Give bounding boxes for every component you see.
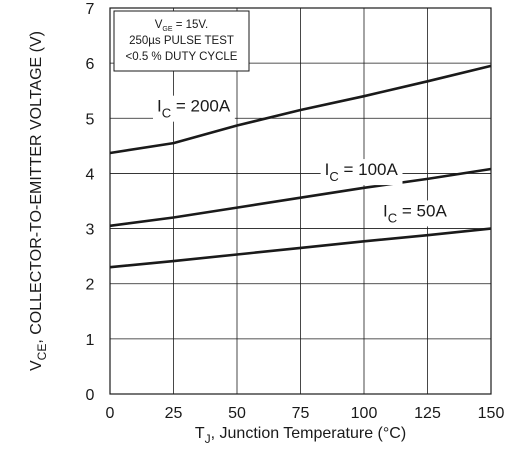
x-tick-label: 75: [292, 405, 310, 422]
y-tick-label: 6: [86, 56, 95, 73]
x-tick-label: 125: [414, 405, 441, 422]
y-axis-title-main: V: [28, 360, 45, 371]
series-line-200A: [109, 64, 492, 155]
y-tick-label: 0: [86, 387, 95, 404]
x-tick-label: 25: [165, 405, 183, 422]
y-tick-label: 3: [86, 222, 95, 239]
curve-label-background: [320, 159, 403, 186]
x-axis-title-rest: , Junction Temperature (°C): [211, 425, 407, 442]
curve-label-text: IC = 100A: [325, 160, 399, 184]
series-line-50A: [109, 227, 492, 269]
curve-label-100A: IC = 100A: [320, 159, 403, 186]
y-tick-label: 2: [86, 277, 95, 294]
y-axis-title-rest: , COLLECTOR-TO-EMITTER VOLTAGE (V): [28, 31, 45, 344]
curve-label-text: IC = 50A: [383, 201, 447, 225]
data-curves: [109, 64, 492, 269]
y-axis-title-sub: CE: [35, 344, 49, 361]
test-conditions-box: VGE = 15V. 250µs PULSE TEST <0.5 % DUTY …: [113, 10, 250, 72]
curve-label-background: [152, 95, 235, 122]
curve-labels: IC = 200A IC = 100A IC = 50A: [152, 95, 452, 227]
x-tick-label: 50: [228, 405, 246, 422]
y-tick-label: 4: [86, 166, 95, 183]
x-tick-label: 150: [478, 405, 505, 422]
x-axis-title: TJ, Junction Temperature (°C): [195, 425, 406, 446]
curve-label-50A: IC = 50A: [379, 200, 452, 227]
y-tick-label: 7: [86, 1, 95, 18]
series-line-100A: [109, 167, 492, 228]
y-axis-title: VCE, COLLECTOR-TO-EMITTER VOLTAGE (V): [28, 31, 49, 371]
y-tick-label: 5: [86, 111, 95, 128]
x-axis-title-main: T: [195, 425, 205, 442]
curve-label-text: IC = 200A: [157, 97, 231, 121]
x-tick-label: 100: [351, 405, 378, 422]
test-conditions-line-2: 250µs PULSE TEST: [129, 35, 234, 47]
plot-area-frame: [109, 7, 492, 395]
x-axis-ticks: 0 25 50 75 100 125 150: [106, 405, 505, 422]
curve-label-background: [379, 200, 452, 227]
y-tick-label: 1: [86, 332, 95, 349]
y-axis-ticks: 0 1 2 3 4 5 6 7: [86, 1, 95, 404]
test-conditions-border: [113, 10, 250, 72]
curve-label-200A: IC = 200A: [152, 95, 235, 122]
x-tick-label: 0: [106, 405, 115, 422]
test-conditions-line-1: VGE = 15V.: [155, 19, 209, 33]
test-conditions-line-3: <0.5 % DUTY CYCLE: [126, 51, 238, 63]
x-axis-title-sub: J: [205, 432, 211, 446]
